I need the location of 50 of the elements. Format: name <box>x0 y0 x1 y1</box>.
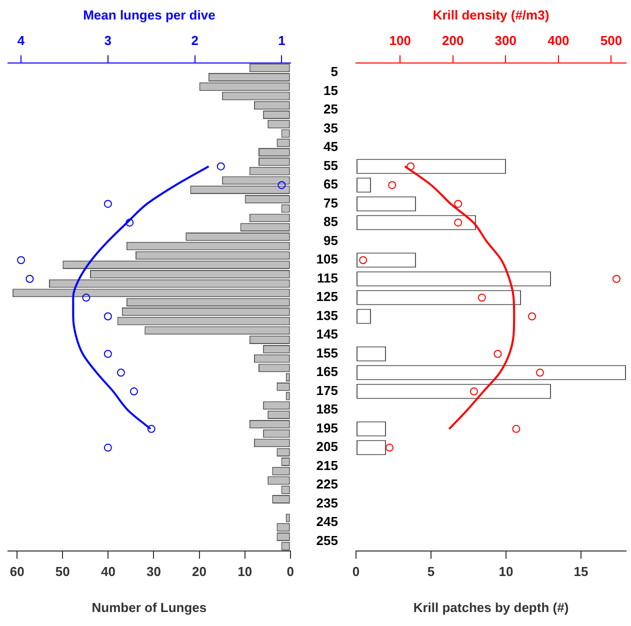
y-tick-label: 5 <box>330 64 338 80</box>
y-tick-label: 155 <box>316 345 338 360</box>
x-tick-label: 50 <box>55 564 70 580</box>
x-tick-label: 20 <box>192 564 207 580</box>
x2-tick-label: 100 <box>389 32 411 48</box>
y-tick-label: 15 <box>324 82 338 98</box>
x-tick-label: 30 <box>146 564 161 580</box>
x2-tick-label: 200 <box>442 32 464 48</box>
x-axis-title: Krill patches by depth (#) <box>413 600 569 615</box>
y-tick-label: 25 <box>324 102 338 117</box>
x2-tick-label: 1 <box>278 32 286 48</box>
y-tick-label: 145 <box>316 326 338 342</box>
y-tick-label: 235 <box>316 495 338 510</box>
x2-tick-label: 3 <box>104 32 112 48</box>
y-tick-label: 105 <box>316 252 338 267</box>
x-tick-label: 0 <box>352 564 360 580</box>
x2-tick-label: 500 <box>600 32 622 48</box>
y-tick-label: 255 <box>316 533 338 548</box>
y-tick-label: 195 <box>316 420 338 436</box>
y-tick-label: 55 <box>324 158 338 173</box>
y-tick-label: 225 <box>316 476 338 492</box>
y-tick-label: 65 <box>324 176 338 192</box>
y-tick-label: 125 <box>316 289 338 304</box>
x-tick-label: 10 <box>238 564 252 580</box>
y-tick-label: 205 <box>316 439 338 454</box>
y-tick-label: 45 <box>324 139 338 154</box>
x2-tick-label: 4 <box>17 32 26 48</box>
x-tick-label: 40 <box>100 564 116 580</box>
y-tick-label: 85 <box>324 214 338 230</box>
y-tick-label: 215 <box>316 458 338 473</box>
y-tick-label: 185 <box>316 402 338 417</box>
x2-axis-title: Mean lunges per dive <box>83 7 216 22</box>
x2-axis-title: Krill density (#/m3) <box>432 7 550 22</box>
x2-tick-label: 2 <box>191 32 198 48</box>
x-tick-label: 60 <box>10 564 24 580</box>
y-tick-label: 95 <box>324 232 338 248</box>
x-tick-label: 10 <box>498 564 514 580</box>
y-tick-label: 245 <box>316 514 338 530</box>
y-tick-label: 175 <box>316 382 338 398</box>
x2-tick-label: 300 <box>494 32 516 48</box>
y-tick-label: 135 <box>316 308 338 323</box>
y-tick-label: 35 <box>324 120 338 136</box>
x2-tick-label: 400 <box>548 32 570 48</box>
x-tick-label: 5 <box>427 564 435 580</box>
x-axis-title: Number of Lunges <box>92 600 207 615</box>
x-tick-label: 0 <box>286 564 294 580</box>
y-tick-label: 115 <box>317 270 338 286</box>
y-tick-label: 165 <box>316 364 338 380</box>
x-tick-label: 15 <box>574 564 588 580</box>
y-tick-label: 75 <box>324 195 338 210</box>
